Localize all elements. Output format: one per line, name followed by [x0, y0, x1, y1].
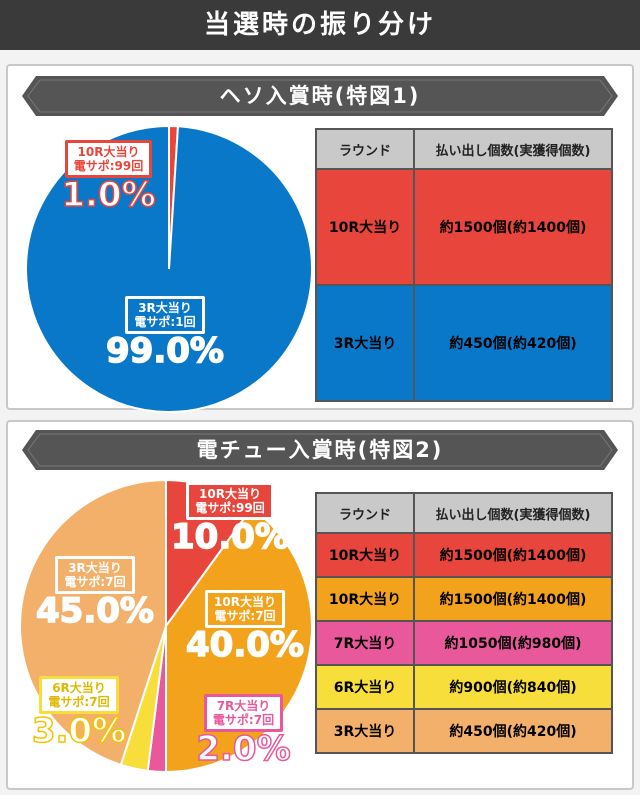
- section-title-1: ヘソ入賞時(特図1): [219, 84, 421, 108]
- table-row: 6R大当り 約900個(約840個): [315, 664, 613, 710]
- col-header-payout: 払い出し個数(実獲得個数): [413, 128, 613, 170]
- cell-payout: 約1500個(約1400個): [413, 168, 613, 286]
- page-title: 当選時の振り分け: [203, 10, 436, 40]
- cell-round: 3R大当り: [315, 284, 415, 402]
- payout-table-1: ラウンド 払い出し個数(実獲得個数) 10R大当り 約1500個(約1400個)…: [315, 128, 613, 402]
- cell-round: 7R大当り: [315, 620, 415, 666]
- pie2-label-slice-1: 10R大当り 電サポ:7回 40.0%: [180, 590, 310, 665]
- cell-round: 10R大当り: [315, 168, 415, 286]
- table-row: 10R大当り 約1500個(約1400個): [315, 576, 613, 622]
- table-row: 10R大当り 約1500個(約1400個): [315, 532, 613, 578]
- pie1-label-slice-1: 3R大当り 電サポ:1回 99.0%: [100, 296, 230, 371]
- cell-payout: 約1050個(約980個): [413, 620, 613, 666]
- table-row: 7R大当り 約1050個(約980個): [315, 620, 613, 666]
- cell-round: 6R大当り: [315, 664, 415, 710]
- section-title-2: 電チュー入賞時(特図2): [196, 438, 444, 462]
- cell-payout: 約450個(約420個): [413, 284, 613, 402]
- pie2-label-slice-0: 10R大当り 電サポ:99回 10.0%: [165, 482, 295, 557]
- section-heading-2: 電チュー入賞時(特図2): [22, 430, 618, 470]
- col-header-payout: 払い出し個数(実獲得個数): [413, 492, 613, 534]
- title-bar: 当選時の振り分け: [0, 0, 640, 50]
- table-row: 3R大当り 約450個(約420個): [315, 708, 613, 754]
- cell-round: 10R大当り: [315, 532, 415, 578]
- pie2-label-slice-3: 6R大当り 電サポ:7回 3.0%: [24, 676, 134, 751]
- cell-round: 10R大当り: [315, 576, 415, 622]
- cell-payout: 約450個(約420個): [413, 708, 613, 754]
- pie2-label-slice-2: 7R大当り 電サポ:7回 2.0%: [186, 694, 301, 769]
- pie2-label-slice-4: 3R大当り 電サポ:7回 45.0%: [30, 556, 160, 631]
- pie1-label-slice-0: 10R大当り 電サポ:99回 1.0%: [46, 140, 171, 215]
- col-header-round: ラウンド: [315, 128, 415, 170]
- payout-table-2: ラウンド 払い出し個数(実獲得個数) 10R大当り 約1500個(約1400個)…: [315, 492, 613, 754]
- section-heading-1: ヘソ入賞時(特図1): [22, 76, 618, 116]
- col-header-round: ラウンド: [315, 492, 415, 534]
- pie1-slice-1: [25, 124, 313, 413]
- pie-chart-1: [25, 124, 313, 413]
- cell-payout: 約900個(約840個): [413, 664, 613, 710]
- table-row: 3R大当り 約450個(約420個): [315, 284, 613, 402]
- cell-payout: 約1500個(約1400個): [413, 576, 613, 622]
- cell-round: 3R大当り: [315, 708, 415, 754]
- table-row: 10R大当り 約1500個(約1400個): [315, 168, 613, 286]
- cell-payout: 約1500個(約1400個): [413, 532, 613, 578]
